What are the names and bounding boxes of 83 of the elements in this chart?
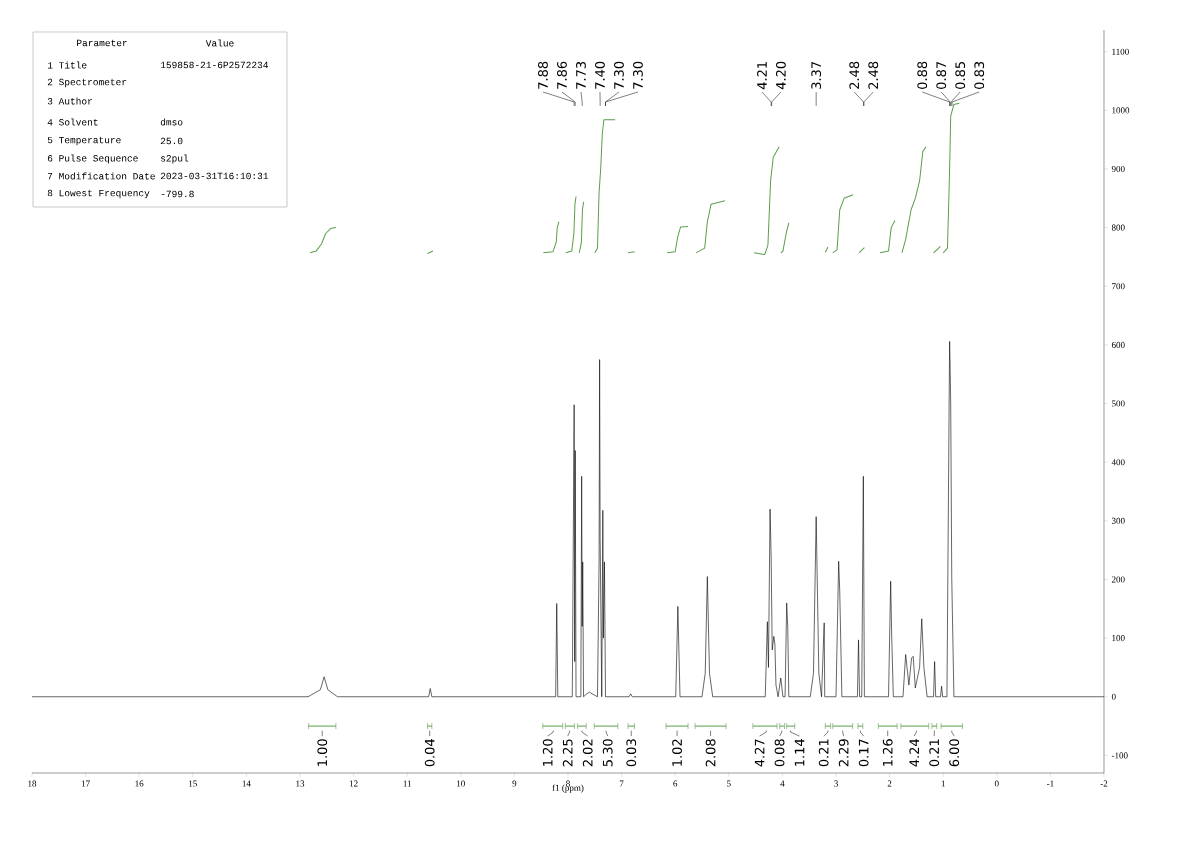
- text: dmso: [160, 118, 183, 126]
- category-label: 5 Temperature: [47, 136, 121, 146]
- x-tick-label: 5: [727, 780, 731, 787]
- annotation: 0.04: [424, 739, 435, 767]
- y-tick-label: 600: [1111, 341, 1125, 348]
- annotation: 7.30: [614, 61, 624, 89]
- y-tick-label: 200: [1111, 576, 1125, 583]
- x-tick-label: 11: [403, 780, 411, 787]
- annotation: 0.21: [929, 739, 940, 767]
- annotation: 4.21: [757, 62, 767, 90]
- category-label: 2 Spectrometer: [47, 78, 127, 88]
- annotation: 1.26: [882, 739, 893, 766]
- annotation: 0.21: [818, 739, 829, 767]
- x-tick-label: 3: [834, 780, 838, 787]
- annotation: 1.00: [317, 739, 328, 766]
- annotation: 5.30: [602, 739, 613, 767]
- annotation: 1.14: [794, 739, 805, 766]
- annotation: 2.48: [868, 61, 879, 89]
- y-tick-label: 0: [1111, 693, 1116, 700]
- annotation: 0.87: [936, 61, 947, 89]
- annotation: 4.20: [775, 61, 786, 90]
- annotation: 0.83: [974, 61, 985, 89]
- category-label: 3 Author: [47, 97, 92, 105]
- annotation: 6.00: [949, 739, 960, 767]
- y-tick-label: 100: [1112, 635, 1125, 642]
- y-tick-label: 300: [1111, 517, 1125, 524]
- x-tick-label: 17: [81, 780, 90, 787]
- x-tick-label: 2: [887, 780, 892, 787]
- annotation: 2.08: [705, 739, 716, 767]
- y-tick-label: 500: [1112, 400, 1125, 407]
- annotation: 4.27: [754, 739, 765, 767]
- category-label: 6 Pulse Sequence: [47, 154, 138, 164]
- x-tick-label: 6: [673, 780, 678, 787]
- y-tick-label: 700: [1112, 283, 1125, 290]
- category-label: 7 Modification Date: [47, 172, 155, 180]
- annotation: 7.73: [576, 61, 586, 89]
- x-tick-label: 15: [189, 780, 197, 787]
- annotation: 2.25: [562, 739, 573, 767]
- y-tick-label: 800: [1111, 224, 1125, 231]
- annotation: 7.86: [557, 61, 567, 89]
- category-label: 4 Solvent: [47, 118, 98, 126]
- x-tick-label: 1: [941, 780, 945, 787]
- annotation: 4.24: [909, 739, 919, 767]
- annotation: 7.88: [538, 61, 548, 89]
- y-tick-label: 1000: [1112, 107, 1130, 114]
- annotation: 0.08: [774, 739, 785, 767]
- annotation: 1.20: [542, 739, 553, 766]
- x-tick-label: 10: [457, 780, 465, 787]
- text: 25.0: [160, 137, 183, 145]
- x-tick-label: -2: [1100, 780, 1108, 787]
- y-tick-label: -100: [1111, 752, 1128, 759]
- text: s2pul: [160, 154, 189, 164]
- annotation: 0.88: [917, 61, 928, 89]
- annotation: 0.17: [858, 739, 869, 767]
- x-tick-label: 16: [135, 780, 144, 787]
- category-label: 8 Lowest Frequency: [47, 189, 150, 199]
- annotation: 0.85: [955, 61, 966, 89]
- annotation: 0.03: [626, 739, 637, 767]
- y-tick-label: 400: [1111, 459, 1125, 466]
- annotation: 3.37: [811, 61, 822, 89]
- text: 159858-21-6P2572234: [160, 61, 269, 69]
- x-tick-label: 13: [296, 780, 305, 787]
- annotation: 1.02: [672, 739, 682, 766]
- category-label: 1 Title: [47, 61, 87, 69]
- annotation: 2.29: [838, 739, 849, 767]
- annotation: 2.02: [582, 739, 593, 767]
- x-tick-label: 12: [349, 780, 358, 787]
- text: -799.8: [161, 190, 194, 198]
- annotation: Parameter: [77, 39, 127, 47]
- annotation: 2.48: [849, 61, 860, 89]
- y-tick-label: 1100: [1112, 48, 1129, 55]
- annotation: 7.40: [595, 61, 605, 89]
- x-tick-label: 14: [242, 780, 251, 787]
- x-tick-label: 4: [780, 780, 785, 787]
- annotation: 7.30: [633, 61, 643, 89]
- y-tick-label: 900: [1111, 165, 1125, 173]
- x-tick-label: 7: [619, 780, 624, 787]
- x-tick-label: 0: [994, 780, 999, 787]
- annotation: Value: [205, 39, 234, 47]
- text: 2023-03-31T16:10:31: [160, 172, 269, 180]
- x-tick-label: 18: [28, 780, 37, 787]
- x-tick-label: 9: [512, 780, 517, 787]
- x-tick-label: -1: [1046, 780, 1054, 787]
